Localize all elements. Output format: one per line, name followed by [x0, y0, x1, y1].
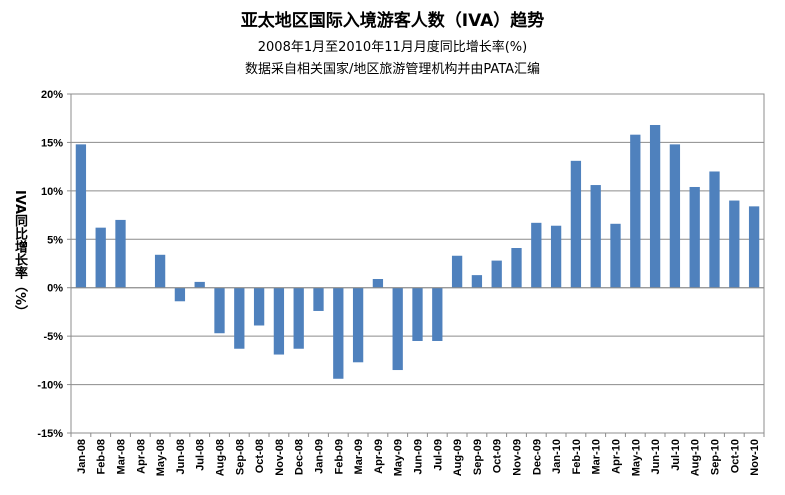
x-tick-label: May-08 — [155, 439, 167, 476]
chart-title: 亚太地区国际入境游客人数（IVA）趋势 — [240, 11, 545, 31]
x-tick-label: Jun-08 — [175, 439, 187, 474]
x-tick-label: Apr-10 — [611, 439, 623, 474]
bar — [253, 287, 265, 326]
bar — [174, 287, 186, 302]
bar — [748, 206, 760, 288]
x-tick-label: Mar-09 — [353, 439, 365, 474]
bar — [293, 287, 304, 349]
bar — [412, 287, 423, 341]
x-tick-label: May-10 — [630, 439, 642, 476]
y-tick-label: 0% — [47, 283, 63, 295]
chart-source-note: 数据采自相关国家/地区旅游管理机构并由PATA汇编 — [244, 62, 541, 77]
bar — [550, 225, 562, 288]
x-tick-label: Oct-08 — [254, 439, 266, 473]
x-tick-label: Sep-08 — [234, 439, 246, 475]
x-tick-label: May-09 — [393, 439, 405, 476]
bar — [75, 144, 87, 288]
bar — [214, 287, 225, 334]
bar — [610, 223, 621, 288]
bar — [154, 254, 166, 288]
bar — [95, 227, 106, 288]
x-tick-label: Nov-08 — [274, 439, 286, 476]
x-tick-label: Nov-10 — [749, 439, 761, 476]
x-tick-label: Jun-09 — [413, 439, 425, 474]
x-tick-label: Mar-10 — [591, 439, 603, 474]
chart-subtitle: 2008年1月至2010年11月月度同比增长率(%) — [257, 40, 528, 55]
x-tick-label: Jul-10 — [670, 439, 682, 471]
y-tick-label: -5% — [43, 331, 63, 343]
x-tick-label: Oct-09 — [492, 439, 504, 473]
bar — [432, 287, 443, 341]
x-tick-label: Feb-10 — [571, 439, 583, 474]
plot-frame — [70, 93, 765, 434]
x-tick-label: Feb-09 — [333, 439, 345, 474]
y-tick-label: 5% — [47, 234, 63, 246]
bar — [689, 186, 700, 288]
x-tick-label: Jan-08 — [76, 439, 88, 474]
bar — [333, 287, 344, 379]
bar — [392, 287, 403, 371]
bar — [669, 144, 681, 288]
bar — [352, 287, 364, 363]
bar — [511, 248, 522, 288]
bar — [471, 275, 483, 288]
x-tick-label: Jul-09 — [432, 439, 444, 471]
x-tick-label: Jun-10 — [650, 439, 662, 474]
bar — [372, 278, 384, 288]
bar — [630, 134, 641, 288]
x-tick-label: Jan-10 — [551, 439, 563, 474]
y-tick-label: 10% — [41, 186, 63, 198]
bar — [570, 160, 582, 288]
x-tick-label: Aug-09 — [452, 439, 464, 476]
y-tick-label: 20% — [41, 89, 63, 101]
x-tick-label: Feb-08 — [96, 439, 108, 474]
y-tick-label: 15% — [41, 137, 63, 149]
x-tick-label: Aug-08 — [215, 439, 227, 476]
x-tick-label: Aug-10 — [690, 439, 702, 476]
x-tick-label: Oct-10 — [729, 439, 741, 473]
x-tick-label: Sep-09 — [472, 439, 484, 475]
bar — [115, 219, 126, 288]
bar — [194, 281, 205, 288]
bar — [313, 287, 324, 311]
x-tick-label: Apr-08 — [135, 439, 147, 474]
bar — [451, 255, 463, 288]
bar — [709, 171, 720, 288]
x-tick-label: Sep-10 — [710, 439, 722, 475]
y-tick-label: -10% — [37, 380, 63, 392]
bar — [649, 124, 661, 288]
bar — [590, 185, 601, 288]
bar — [273, 287, 285, 355]
y-tick-label: -15% — [37, 428, 63, 440]
x-tick-label: Nov-09 — [512, 439, 524, 476]
x-tick-label: Jan-09 — [314, 439, 326, 474]
bar — [491, 260, 502, 288]
x-tick-label: Dec-09 — [531, 439, 543, 475]
y-axis-label: IVA同比增长率（%） — [12, 190, 27, 319]
bar — [234, 287, 245, 349]
x-tick-label: Dec-08 — [294, 439, 306, 475]
x-tick-label: Mar-08 — [116, 439, 128, 474]
bar — [729, 200, 740, 288]
x-tick-label: Apr-09 — [373, 439, 385, 474]
bar — [531, 222, 542, 288]
x-tick-label: Jul-08 — [195, 439, 207, 471]
